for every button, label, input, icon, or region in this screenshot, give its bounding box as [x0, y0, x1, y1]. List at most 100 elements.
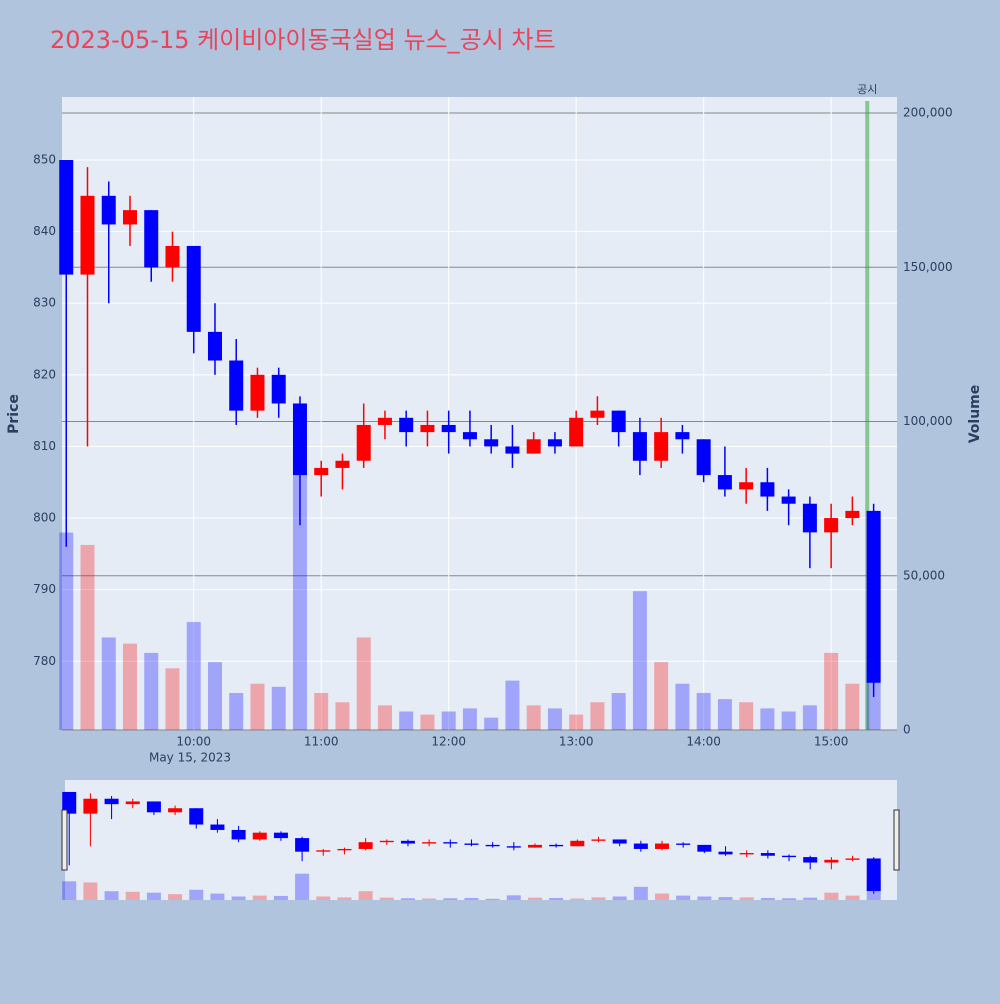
volume-bar — [379, 897, 394, 900]
volume-bar — [717, 699, 732, 730]
candle-body — [611, 410, 626, 433]
volume-bar — [569, 714, 584, 730]
volume-bar — [590, 702, 605, 730]
candle-body — [295, 838, 310, 852]
candle-body — [165, 245, 180, 268]
candle-body — [377, 417, 392, 425]
candle-body — [845, 858, 860, 860]
volume-bar — [739, 702, 754, 730]
volume-bar — [632, 591, 647, 730]
candle-body — [654, 432, 669, 461]
candle-body — [273, 832, 288, 839]
candle-body — [125, 801, 140, 805]
volume-bar — [718, 897, 733, 900]
volume-bar — [655, 893, 670, 900]
candle-body — [168, 808, 183, 813]
volume-bar — [335, 702, 350, 730]
volume-bar — [271, 686, 286, 730]
volume-bar — [484, 717, 499, 730]
volume-bar — [165, 668, 180, 730]
candle-body — [570, 840, 585, 847]
candle-body — [612, 839, 627, 844]
candle-body — [314, 467, 329, 476]
range-slider[interactable] — [65, 780, 897, 900]
volume-bar — [654, 662, 669, 730]
slider-handle[interactable] — [893, 809, 900, 871]
volume-bar — [781, 711, 796, 730]
candle-body — [210, 824, 225, 830]
candle-body — [526, 439, 541, 454]
candle-body — [62, 791, 77, 814]
volume-bar — [591, 897, 606, 900]
volume-bar — [782, 898, 797, 900]
x-tick-label: 15:00 — [814, 735, 849, 749]
candle-body — [420, 424, 435, 433]
candle-body — [207, 331, 222, 361]
volume-bar — [104, 891, 119, 900]
candle-body — [547, 439, 562, 447]
candle-body — [591, 839, 606, 841]
candle-body — [632, 432, 647, 461]
y2-tick-label: 200,000 — [903, 106, 953, 120]
candle-body — [824, 518, 839, 533]
candle-body — [590, 410, 605, 418]
volume-bar — [337, 897, 352, 900]
volume-bar — [760, 897, 775, 900]
candle-body — [802, 503, 817, 533]
x-tick-label: 14:00 — [686, 735, 721, 749]
candle-body — [80, 195, 95, 275]
slider-handle[interactable] — [61, 809, 68, 871]
candle-body — [316, 850, 331, 852]
candle-body — [655, 843, 670, 849]
plot-area — [62, 97, 897, 730]
volume-bar — [526, 705, 541, 730]
volume-bar — [168, 894, 183, 900]
candle-body — [718, 851, 733, 855]
candle-body — [462, 432, 477, 440]
volume-bar — [506, 895, 521, 900]
candle-body — [803, 857, 818, 863]
volume-bar — [273, 895, 288, 900]
candle-body — [83, 798, 98, 814]
volume-bar — [422, 898, 437, 900]
volume-bar — [356, 637, 371, 730]
x-tick-label: 10:00 — [176, 735, 211, 749]
volume-bar — [189, 889, 204, 900]
volume-bar — [570, 898, 585, 900]
volume-bar — [505, 680, 520, 730]
candle-body — [189, 808, 204, 825]
volume-bar — [83, 882, 98, 900]
y-tick-label: 840 — [33, 224, 56, 238]
volume-bar — [122, 643, 137, 730]
y2-tick-label: 150,000 — [903, 260, 953, 274]
candle-body — [379, 840, 394, 843]
candle-body — [358, 842, 373, 849]
candle-body — [760, 853, 775, 856]
candle-body — [760, 482, 775, 497]
volume-bar — [441, 711, 456, 730]
candle-body — [633, 843, 648, 849]
volume-bar — [611, 692, 626, 730]
y-tick-label: 850 — [33, 153, 56, 167]
volume-bar — [144, 652, 159, 730]
candle-body — [505, 446, 520, 454]
volume-bar — [59, 532, 74, 730]
candle-body — [549, 844, 564, 847]
annotation-label: 공시 — [857, 83, 877, 96]
candle-body — [422, 842, 437, 844]
y2-tick-label: 0 — [903, 723, 911, 737]
volume-bar — [676, 895, 691, 900]
volume-bar — [845, 683, 860, 730]
y-tick-label: 780 — [33, 654, 56, 668]
candle-body — [484, 439, 499, 447]
y-tick-label: 810 — [33, 439, 56, 453]
volume-bar — [443, 898, 458, 900]
volume-bar — [186, 622, 201, 730]
chart-title: 2023-05-15 케이비아이동국실업 뉴스_공시 차트 — [50, 26, 556, 54]
y-tick-label: 830 — [33, 296, 56, 310]
volume-bar — [295, 873, 310, 900]
candle-body — [506, 846, 521, 848]
candle-body — [104, 798, 119, 805]
y-tick-label: 800 — [33, 511, 56, 525]
candle-body — [527, 844, 542, 848]
